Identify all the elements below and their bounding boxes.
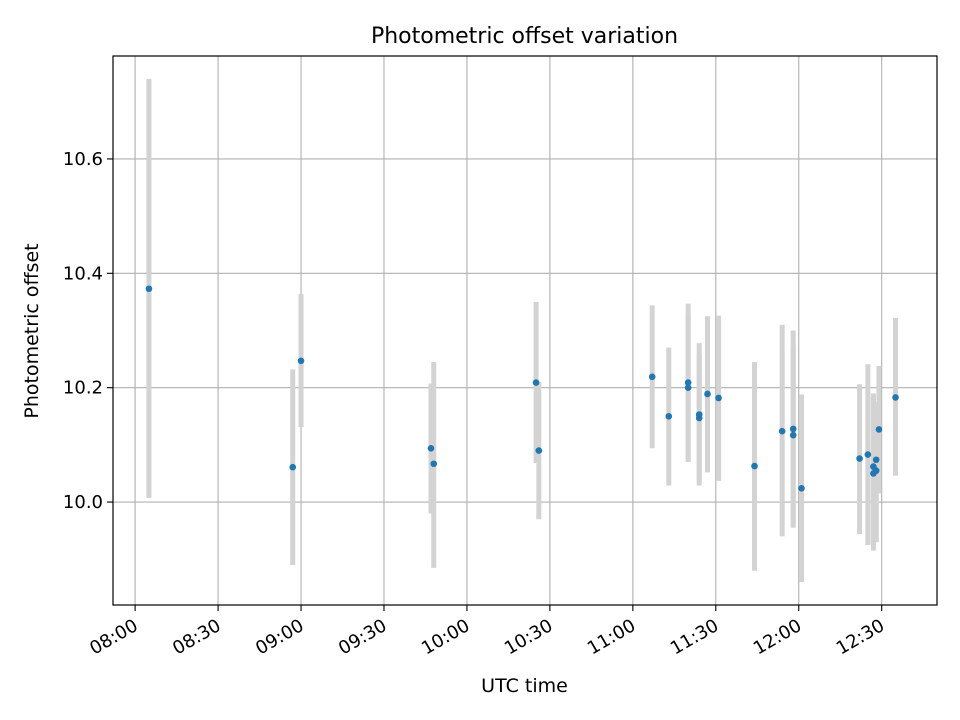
data-point <box>789 425 797 433</box>
plot-area-frame <box>112 55 938 606</box>
data-point <box>856 455 863 462</box>
y-axis-label: Photometric offset <box>21 243 43 418</box>
data-point <box>798 485 805 492</box>
data-point <box>684 384 692 391</box>
data-point <box>875 426 883 433</box>
chart-title: Photometric offset variation <box>371 24 678 49</box>
data-point <box>715 394 722 402</box>
y-tick-label: 10.2 <box>63 378 103 399</box>
y-tick-label: 10.4 <box>63 263 103 284</box>
data-point <box>427 445 435 452</box>
data-point <box>892 394 899 401</box>
data-point <box>535 447 543 454</box>
y-tick-label: 10.6 <box>63 149 103 170</box>
data-point <box>289 463 297 471</box>
data-point <box>872 456 880 464</box>
data-point <box>778 427 786 435</box>
y-axis-ticks: 10.0 10.2 10.4 10.6 <box>63 149 113 513</box>
data-point <box>430 460 438 468</box>
data-point <box>297 357 305 365</box>
grid <box>113 56 937 605</box>
data-point <box>648 373 656 381</box>
data-point <box>704 390 711 398</box>
data-points <box>145 285 899 492</box>
y-tick-label: 10.0 <box>63 492 103 513</box>
data-point <box>665 412 673 420</box>
data-point <box>532 379 540 386</box>
data-point <box>751 462 758 470</box>
data-point <box>864 451 872 458</box>
data-point <box>684 379 692 386</box>
data-point <box>695 414 703 422</box>
data-point <box>872 467 880 474</box>
x-axis-label: UTC time <box>481 675 568 697</box>
data-point <box>145 285 153 293</box>
data-point <box>789 431 797 439</box>
